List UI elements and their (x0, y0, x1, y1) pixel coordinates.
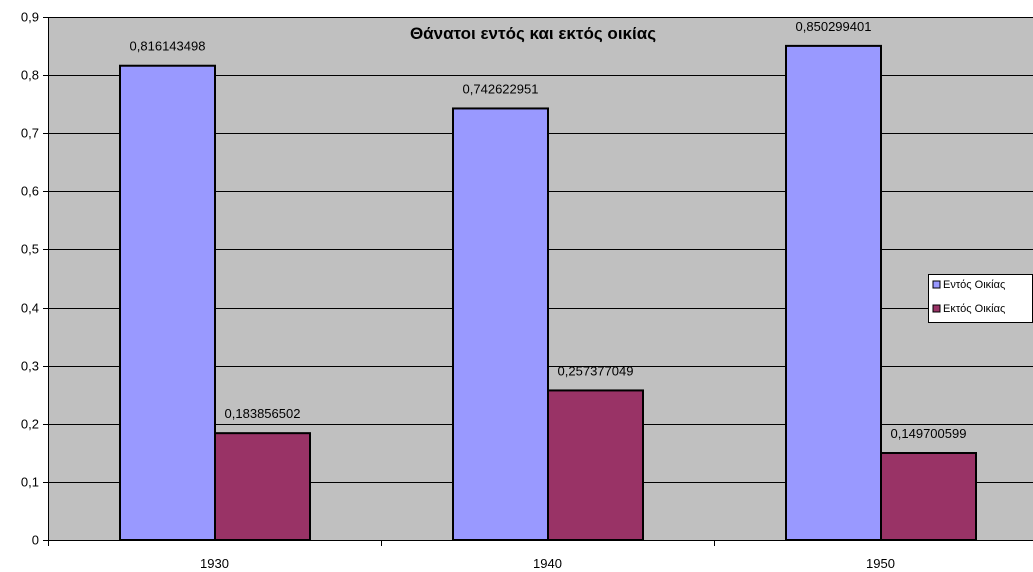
legend: Εντός Οικίας Εκτός Οικίας (928, 274, 1033, 323)
bar-ektos-1950 (880, 452, 977, 542)
bar-ektos-1940 (547, 389, 644, 541)
data-label: 0,742622951 (463, 81, 539, 96)
legend-box (928, 274, 1033, 323)
bars (119, 44, 977, 542)
bar-ektos-1930 (214, 432, 311, 541)
x-tick-label: 1950 (866, 556, 895, 571)
legend-swatch (932, 304, 941, 313)
data-label: 0,850299401 (796, 19, 872, 34)
chart-title: Θάνατοι εντός και εκτός οικίας (410, 24, 656, 43)
y-tick-label: 0,7 (21, 126, 39, 141)
x-tick-label: 1930 (200, 556, 229, 571)
data-label: 0,257377049 (558, 363, 634, 378)
y-tick-label: 0,8 (21, 68, 39, 83)
legend-label: Εντός Οικίας (943, 279, 1005, 291)
y-tick-label: 0,9 (21, 10, 39, 25)
y-tick-label: 0,3 (21, 359, 39, 374)
y-tick-label: 0,6 (21, 184, 39, 199)
bar-entos-1940 (452, 107, 549, 541)
y-tick-label: 0,1 (21, 475, 39, 490)
y-tick-label: 0 (32, 533, 39, 548)
bar-entos-1950 (785, 44, 882, 542)
y-tick-label: 0,2 (21, 417, 39, 432)
axes: 0 0,1 0,2 0,3 0,4 0,5 0,6 0,7 0,8 0,9 1930 1940 1950 (21, 10, 1033, 571)
x-tick-label: 1940 (533, 556, 562, 571)
legend-label: Εκτός Οικίας (943, 303, 1005, 315)
legend-swatch (932, 280, 941, 289)
y-tick-label: 0,4 (21, 301, 39, 316)
data-label: 0,816143498 (130, 39, 206, 54)
bar-entos-1930 (119, 64, 216, 541)
data-labels: 0,816143498 0,742622951 0,850299401 0,18385… (130, 19, 967, 441)
data-label: 0,149700599 (891, 426, 967, 441)
data-label: 0,183856502 (225, 406, 301, 421)
y-tick-label: 0,5 (21, 242, 39, 257)
